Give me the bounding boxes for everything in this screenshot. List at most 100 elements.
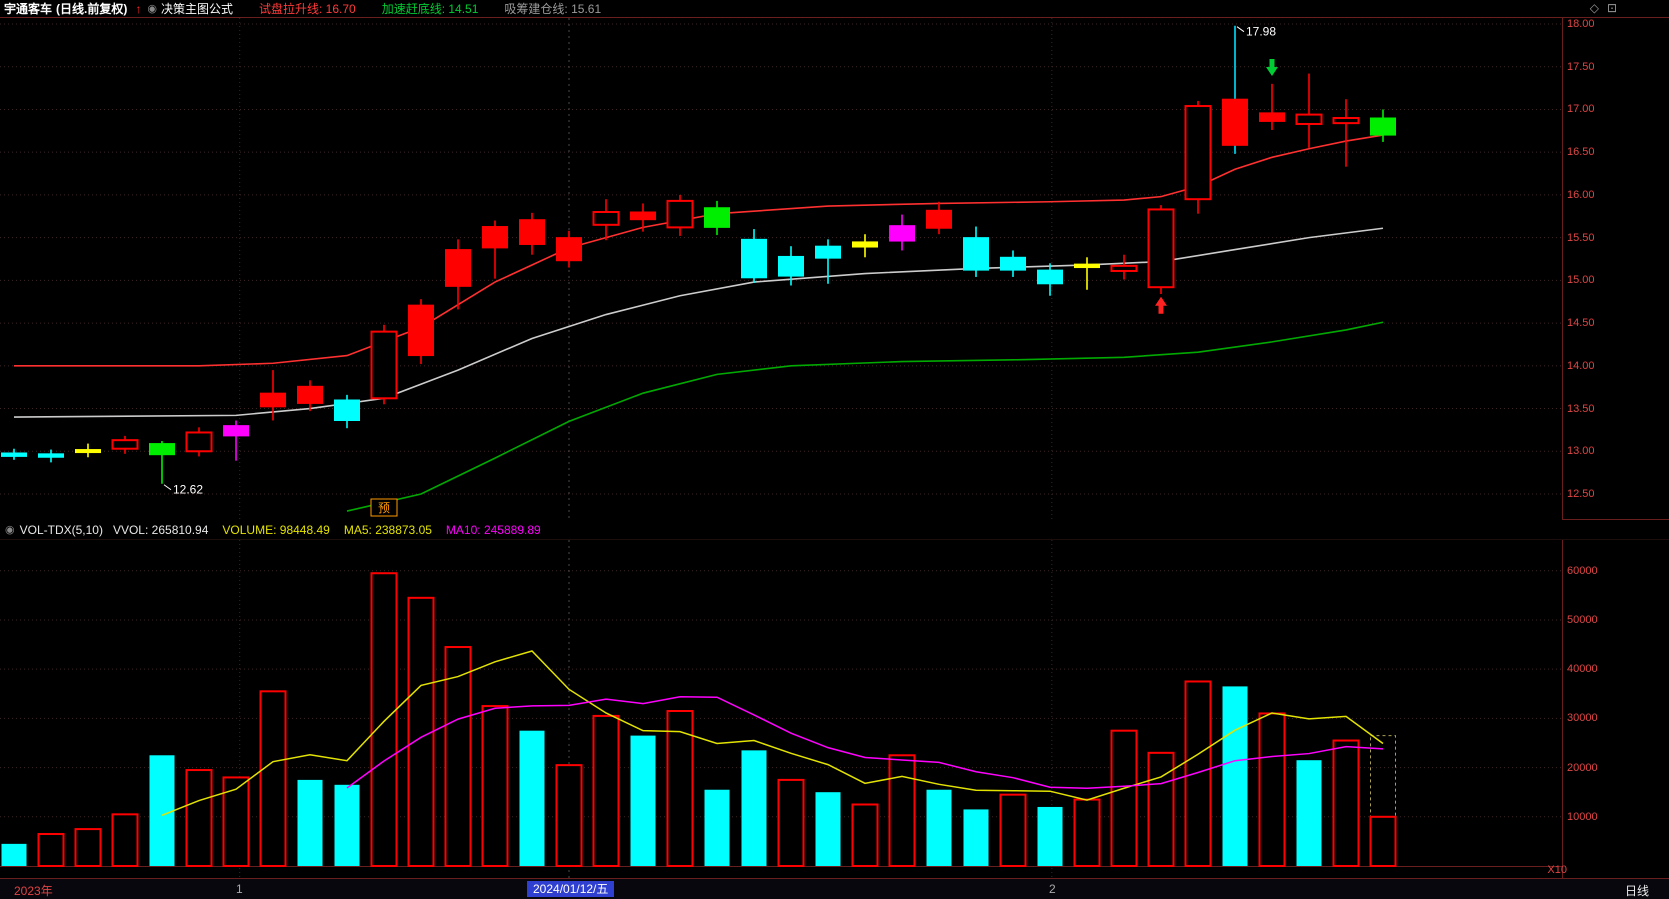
candle-body xyxy=(926,209,952,229)
candle-body xyxy=(666,199,694,229)
candle-body xyxy=(778,255,804,277)
volume-bar xyxy=(1,843,27,866)
annotation-pointer xyxy=(1236,26,1245,33)
candle-body xyxy=(1,452,27,457)
volume-bar xyxy=(1147,751,1175,867)
candle-body xyxy=(1147,208,1175,289)
selected-date-chip: 2024/01/12/五 xyxy=(527,881,615,897)
price-axis-label: 15.50 xyxy=(1567,231,1595,244)
volume-value: VOLUME: 98448.49 xyxy=(222,522,330,537)
volume-bar xyxy=(111,813,139,868)
volume-bar xyxy=(297,779,323,866)
price-axis-label: 17.00 xyxy=(1567,103,1595,116)
volume-bar xyxy=(1258,712,1286,867)
candle-body xyxy=(223,425,249,437)
period-selector[interactable]: 日线 xyxy=(1624,884,1649,898)
candle-body xyxy=(297,385,323,404)
volume-bar xyxy=(851,803,879,868)
candle-body xyxy=(1295,113,1323,125)
volume-bar xyxy=(1073,798,1101,868)
volume-bar xyxy=(1110,729,1138,867)
volume-bar xyxy=(370,572,398,867)
sell-signal-arrow-icon xyxy=(1266,59,1278,77)
candle-body xyxy=(1259,112,1285,122)
candle-body xyxy=(592,211,620,226)
volume-bar xyxy=(1184,680,1212,867)
indicator-xichou-line: 吸筹建仓线: 15.61 xyxy=(504,2,602,16)
volume-ma10-value: MA10: 245889.89 xyxy=(445,522,541,537)
price-axis: 18.00 17.50 17.00 16.50 16.00 15.50 15.00 14.50… xyxy=(1562,18,1669,519)
year-label: 2023年 xyxy=(14,884,53,898)
volume-bar xyxy=(926,789,952,866)
diamond-icon[interactable]: ◇ xyxy=(1589,1,1599,15)
indicator-line-green xyxy=(346,321,1384,512)
pre-signal-badge-label: 预 xyxy=(378,501,390,515)
volume-bar xyxy=(74,828,102,868)
main-chart-panel: 17.98 12.62 预 18.00 17.50 17.00 16.50 16.00 15.… xyxy=(0,18,1669,520)
volume-chart-plot[interactable] xyxy=(0,540,1562,878)
date-axis-bar: 2023年 1 2024/01/12/五 2 日线 xyxy=(0,878,1669,899)
volume-ma10-line xyxy=(346,695,1384,790)
candle-body xyxy=(111,439,139,450)
candle-body xyxy=(1074,263,1100,269)
candle-body xyxy=(815,245,841,259)
volume-bar xyxy=(888,754,916,868)
volume-ma5-value: MA5: 238873.05 xyxy=(343,522,432,537)
annotation-pointer xyxy=(163,484,172,491)
formula-toggle-icon[interactable]: ◉ xyxy=(147,3,157,15)
candle-body xyxy=(445,249,471,287)
candle-body xyxy=(1222,98,1248,146)
price-axis-label: 17.50 xyxy=(1567,60,1595,73)
candle-body xyxy=(630,211,656,221)
volume-bar xyxy=(999,793,1027,867)
candle-body xyxy=(408,304,434,357)
indicator-shipan-line: 试盘拉升线: 16.70 xyxy=(258,2,356,16)
candle-body xyxy=(741,238,767,279)
candle-body xyxy=(1037,269,1063,285)
stock-name: 宇通客车 xyxy=(4,2,53,16)
candle-body xyxy=(889,225,915,242)
volume-bar xyxy=(592,714,620,867)
volume-bar xyxy=(1037,806,1063,866)
candle-body xyxy=(370,330,398,400)
volume-bar xyxy=(741,750,767,866)
volume-bar xyxy=(444,646,472,867)
candle-body xyxy=(260,392,286,408)
volume-toggle-icon[interactable]: ◉ xyxy=(5,524,15,536)
volume-bar xyxy=(222,776,250,867)
volume-indicator-name[interactable]: VOL-TDX(5,10) xyxy=(19,522,103,537)
volume-bar xyxy=(666,710,694,867)
window-layout-icon[interactable]: ⊡ xyxy=(1606,1,1617,15)
price-axis-label: 12.50 xyxy=(1567,488,1595,500)
price-axis-label: 14.00 xyxy=(1567,359,1595,372)
month-tick-2: 2 xyxy=(1049,882,1056,896)
low-price-annotation: 12.62 xyxy=(173,483,203,497)
volume-chart-panel: 60000 50000 40000 30000 20000 10000 X10 xyxy=(0,540,1669,878)
candle-body xyxy=(1184,105,1212,201)
x10-multiplier-label: X10 xyxy=(1547,864,1567,876)
price-axis-label: 18.00 xyxy=(1567,18,1595,30)
volume-bar xyxy=(37,833,65,867)
volume-bar xyxy=(1222,686,1248,866)
main-formula-name[interactable]: 决策主图公式 xyxy=(160,2,233,16)
main-chart-plot[interactable]: 17.98 12.62 预 xyxy=(0,18,1562,520)
price-up-arrow-icon: ↑ xyxy=(135,1,142,16)
volume-axis-label: 20000 xyxy=(1567,761,1598,774)
volume-bar xyxy=(334,784,360,866)
volume-bar xyxy=(815,792,841,866)
volume-axis-label: 40000 xyxy=(1567,663,1598,676)
buy-signal-arrow-icon xyxy=(1155,296,1167,314)
candle-body xyxy=(852,241,878,248)
volume-axis-label: 50000 xyxy=(1567,613,1598,626)
candle-body xyxy=(149,443,175,456)
candle-body xyxy=(519,219,545,245)
title-bar: 宇通客车 (日线.前复权) ↑ ◉ 决策主图公式 试盘拉升线: 16.70 加速… xyxy=(0,0,1669,18)
volume-bar xyxy=(704,789,730,866)
volume-bar xyxy=(149,755,175,866)
volume-bar xyxy=(1332,739,1360,867)
price-axis-label: 16.00 xyxy=(1567,188,1595,201)
volume-bar xyxy=(777,778,805,867)
volume-header: ◉ VOL-TDX(5,10) VVOL: 265810.94 VOLUME: … xyxy=(0,520,1669,540)
candle-body xyxy=(38,453,64,458)
